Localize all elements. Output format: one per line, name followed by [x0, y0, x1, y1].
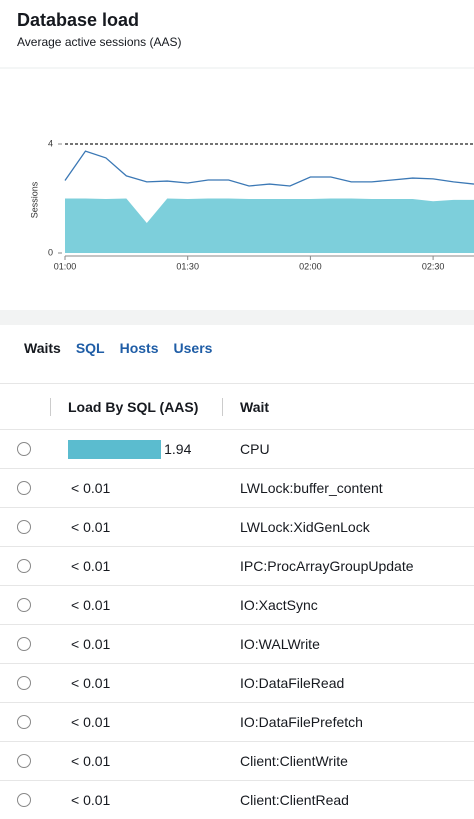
load-value: < 0.01: [71, 753, 111, 769]
load-bar: [68, 439, 162, 459]
radio-button[interactable]: [17, 754, 31, 768]
tabs: Waits SQL Hosts Users: [24, 340, 212, 356]
gap: [0, 310, 474, 325]
wait-name: CPU: [240, 441, 270, 457]
load-value: < 0.01: [71, 480, 111, 496]
tab[interactable]: Hosts: [119, 340, 159, 356]
load-cell: < 0.01: [68, 586, 110, 624]
x-tick-label: 01:00: [54, 261, 77, 271]
radio-button[interactable]: [17, 715, 31, 729]
title: Database load: [17, 10, 139, 30]
separator: [50, 398, 51, 416]
x-tick-label: 01:30: [176, 261, 199, 271]
table-row: < 0.01 LWLock:buffer_content: [0, 468, 474, 507]
load-cell: < 0.01: [68, 625, 110, 663]
table-row: < 0.01 IPC:ProcArrayGroupUpdate: [0, 546, 474, 585]
table-row: < 0.01 IO:DataFilePrefetch: [0, 702, 474, 741]
radio-button[interactable]: [17, 598, 31, 612]
radio-button[interactable]: [17, 559, 31, 573]
header-bg: [0, 0, 474, 68]
table-row: < 0.01 IO:DataFileRead: [0, 663, 474, 702]
load-cell: < 0.01: [68, 508, 110, 546]
load-value: 1.94: [164, 441, 192, 457]
wait-name: Client:ClientRead: [240, 792, 349, 808]
radio-button[interactable]: [17, 481, 31, 495]
subtitle: Average active sessions (AAS): [17, 35, 182, 49]
tab[interactable]: SQL: [75, 340, 105, 356]
load-value: < 0.01: [71, 675, 111, 691]
radio-button[interactable]: [17, 442, 31, 456]
load-value: < 0.01: [71, 714, 111, 730]
line: [64, 150, 474, 187]
y-tick-label: 0: [48, 247, 53, 257]
column-header: Load By SQL (AAS): [68, 398, 199, 415]
wait-name: IPC:ProcArrayGroupUpdate: [240, 558, 414, 574]
load-cell: < 0.01: [68, 781, 110, 819]
table-row: < 0.01 IO:WALWrite: [0, 624, 474, 663]
radio-button[interactable]: [17, 637, 31, 651]
wait-name: IO:WALWrite: [240, 636, 320, 652]
x-tick-label: 02:30: [422, 261, 445, 271]
load-value: < 0.01: [71, 792, 111, 808]
table-row: < 0.01 LWLock:XidGenLock: [0, 507, 474, 546]
area: [65, 198, 474, 253]
radio-button[interactable]: [17, 676, 31, 690]
table: Load By SQL (AAS) Wait 1.94 CPU < 0.01 LWLock…: [0, 383, 474, 819]
tab[interactable]: Users: [173, 340, 213, 356]
wait-name: IO:DataFileRead: [240, 675, 345, 691]
wait-name: IO:XactSync: [240, 597, 318, 613]
radio-button[interactable]: [17, 520, 31, 534]
load-cell: < 0.01: [68, 547, 110, 585]
load-value: < 0.01: [71, 636, 111, 652]
table-row: < 0.01 IO:XactSync: [0, 585, 474, 624]
load-cell: < 0.01: [68, 742, 110, 780]
table-row: 1.94 CPU: [0, 429, 474, 468]
load-cell: < 0.01: [68, 703, 110, 741]
x-tick-label: 02:00: [299, 261, 322, 271]
column-header: Wait: [240, 398, 270, 415]
table-row: < 0.01 Client:ClientWrite: [0, 741, 474, 780]
chart-panel: Database load Average active sessions (A…: [0, 0, 474, 325]
wait-name: LWLock:buffer_content: [240, 480, 383, 496]
load-cell: < 0.01: [68, 469, 110, 507]
wait-name: LWLock:XidGenLock: [240, 519, 370, 535]
load-value: < 0.01: [71, 519, 111, 535]
y-tick-label: 4: [48, 138, 53, 148]
wait-name: Client:ClientWrite: [240, 753, 348, 769]
tab[interactable]: Waits: [24, 340, 61, 356]
table-row: < 0.01 Client:ClientRead: [0, 780, 474, 819]
load-cell: 1.94: [68, 430, 191, 468]
load-value: < 0.01: [71, 558, 111, 574]
load-value: < 0.01: [71, 597, 111, 613]
header-row: Load By SQL (AAS) Wait: [0, 383, 474, 429]
radio-button[interactable]: [17, 793, 31, 807]
load-cell: < 0.01: [68, 664, 110, 702]
wait-name: IO:DataFilePrefetch: [240, 714, 363, 730]
separator: [222, 398, 223, 416]
y-axis-label: Sessions: [29, 181, 39, 218]
